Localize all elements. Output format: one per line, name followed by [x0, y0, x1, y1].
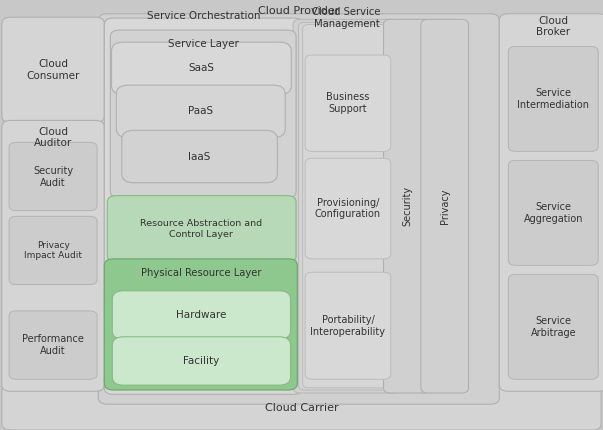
FancyBboxPatch shape	[98, 14, 499, 404]
FancyBboxPatch shape	[107, 196, 296, 262]
Text: PaaS: PaaS	[188, 106, 213, 117]
FancyBboxPatch shape	[305, 272, 391, 379]
Text: IaaS: IaaS	[188, 151, 211, 162]
Text: Service Orchestration: Service Orchestration	[147, 11, 260, 22]
Text: Security
Audit: Security Audit	[33, 166, 73, 187]
FancyBboxPatch shape	[2, 17, 104, 123]
Text: Provisioning/
Configuration: Provisioning/ Configuration	[315, 198, 381, 219]
Text: SaaS: SaaS	[188, 63, 215, 74]
FancyBboxPatch shape	[9, 142, 97, 211]
FancyBboxPatch shape	[104, 18, 303, 394]
FancyBboxPatch shape	[9, 311, 97, 379]
FancyBboxPatch shape	[112, 42, 291, 95]
Text: Cloud Carrier: Cloud Carrier	[265, 402, 338, 413]
FancyBboxPatch shape	[2, 385, 601, 430]
Text: Cloud
Auditor: Cloud Auditor	[34, 127, 72, 148]
Text: Security: Security	[402, 186, 412, 227]
FancyBboxPatch shape	[110, 30, 296, 198]
FancyBboxPatch shape	[112, 337, 291, 385]
Text: Cloud Provider: Cloud Provider	[258, 6, 339, 16]
FancyBboxPatch shape	[293, 19, 401, 393]
Text: Privacy
Impact Audit: Privacy Impact Audit	[24, 241, 82, 261]
Text: Service
Arbitrage: Service Arbitrage	[531, 316, 576, 338]
FancyBboxPatch shape	[298, 22, 396, 390]
FancyBboxPatch shape	[508, 46, 598, 151]
FancyBboxPatch shape	[122, 130, 277, 183]
Text: Cloud
Consumer: Cloud Consumer	[27, 59, 80, 81]
FancyBboxPatch shape	[499, 14, 603, 391]
FancyBboxPatch shape	[2, 120, 104, 391]
Text: Service Layer: Service Layer	[168, 39, 239, 49]
Text: Cloud
Broker: Cloud Broker	[537, 16, 570, 37]
Text: Service
Intermediation: Service Intermediation	[517, 88, 589, 110]
Text: Business
Support: Business Support	[326, 92, 370, 114]
FancyBboxPatch shape	[384, 19, 431, 393]
FancyBboxPatch shape	[305, 55, 391, 151]
Text: Privacy: Privacy	[440, 189, 450, 224]
FancyBboxPatch shape	[104, 259, 297, 390]
FancyBboxPatch shape	[9, 216, 97, 285]
FancyBboxPatch shape	[305, 158, 391, 259]
Text: Hardware: Hardware	[176, 310, 227, 320]
FancyBboxPatch shape	[421, 19, 469, 393]
Text: Resource Abstraction and
Control Layer: Resource Abstraction and Control Layer	[140, 219, 262, 239]
FancyBboxPatch shape	[303, 25, 391, 388]
Text: Cloud Service
Management: Cloud Service Management	[312, 7, 381, 29]
Text: Physical Resource Layer: Physical Resource Layer	[140, 268, 261, 278]
Text: Facility: Facility	[183, 356, 219, 366]
FancyBboxPatch shape	[116, 85, 285, 138]
FancyBboxPatch shape	[508, 274, 598, 379]
Text: Service
Aggregation: Service Aggregation	[523, 202, 583, 224]
FancyBboxPatch shape	[508, 160, 598, 265]
FancyBboxPatch shape	[112, 291, 291, 339]
Text: Portability/
Interoperability: Portability/ Interoperability	[311, 315, 385, 337]
Text: Performance
Audit: Performance Audit	[22, 335, 84, 356]
